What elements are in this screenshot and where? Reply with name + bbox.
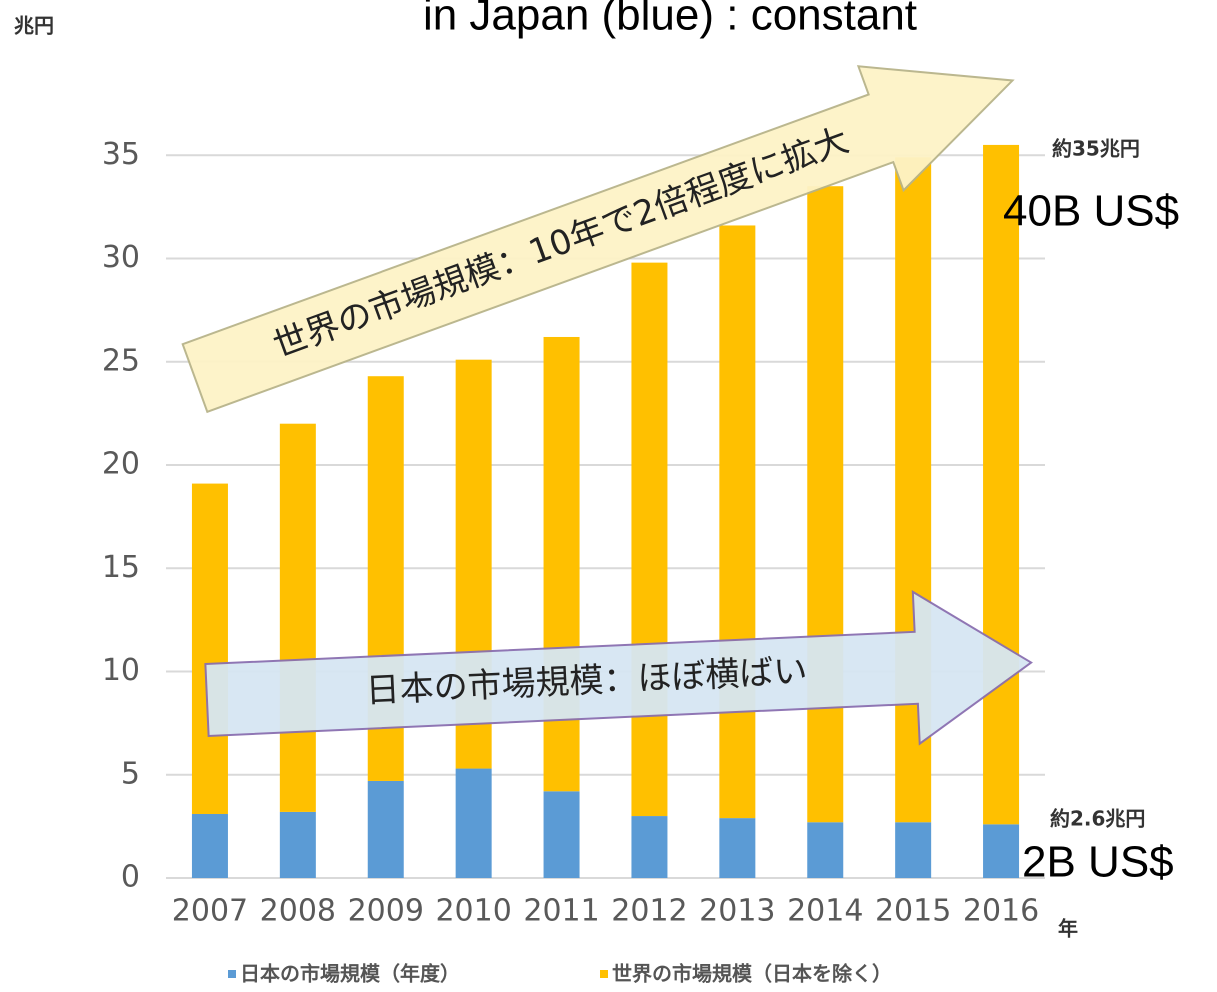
y-tick-label: 25: [102, 343, 140, 378]
annotation: 40B US$: [1003, 187, 1179, 236]
y-axis-label: 兆円: [14, 14, 54, 38]
bar-segment: [719, 818, 756, 878]
bar-segment: [719, 225, 756, 819]
bar-segment: [367, 780, 404, 878]
x-axis-label: 年: [1058, 917, 1078, 941]
bar-segment: [543, 791, 580, 878]
x-tick-label: 2008: [260, 894, 336, 929]
x-tick-label: 2010: [435, 894, 511, 929]
bar-segment: [807, 186, 844, 823]
x-tick-label: 2007: [172, 894, 248, 929]
bar-segment: [191, 483, 228, 814]
bar-segment: [455, 768, 492, 878]
x-tick-label: 2012: [611, 894, 687, 929]
bar-segment: [983, 824, 1020, 878]
x-tick-label: 2013: [699, 894, 775, 929]
y-tick-label: 5: [121, 756, 140, 791]
y-tick-label: 20: [102, 447, 140, 482]
y-tick-label: 10: [102, 653, 140, 688]
bar-segment: [807, 822, 844, 878]
annotation: 約35兆円: [1052, 137, 1140, 161]
bar-segment: [543, 336, 580, 792]
bar-segment: [279, 423, 316, 812]
japan-arrow: 日本の市場規模：ほぼ横ばい: [204, 590, 1033, 746]
y-tick-label: 15: [102, 550, 140, 585]
bar-segment: [631, 262, 668, 817]
x-tick-label: 2011: [523, 894, 599, 929]
arrow-shape: [204, 590, 1033, 746]
bar-segment: [895, 822, 932, 878]
y-tick-label: 30: [102, 240, 140, 275]
arrow-label: 世界の市場規模：10年で2倍程度に拡大: [268, 120, 854, 366]
legend-swatch: [228, 970, 236, 978]
legend-swatch: [600, 970, 608, 978]
legend-label: 日本の市場規模（年度）: [240, 962, 460, 986]
x-tick-label: 2014: [787, 894, 863, 929]
legend-label: 世界の市場規模（日本を除く）: [612, 962, 892, 986]
x-tick-label: 2009: [348, 894, 424, 929]
y-tick-label: 0: [121, 860, 140, 895]
chart-title: in Japan (blue) : constant: [423, 0, 917, 40]
x-tick-label: 2015: [875, 894, 951, 929]
y-tick-label: 35: [102, 137, 140, 172]
bar-segment: [279, 811, 316, 878]
bar-segment: [191, 813, 228, 878]
bar-segment: [631, 816, 668, 878]
annotation: 約2.6兆円: [1050, 807, 1145, 831]
arrow-shape: [181, 65, 1015, 414]
bar-segment: [983, 144, 1020, 825]
x-tick-label: 2016: [963, 894, 1039, 929]
annotation: 2B US$: [1022, 838, 1174, 887]
